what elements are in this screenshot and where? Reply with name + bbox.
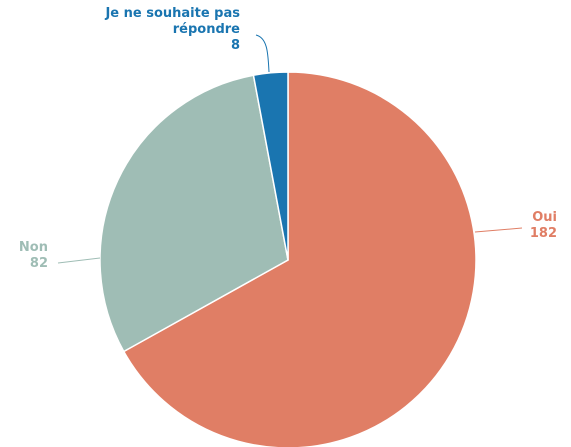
slice-label: Oui 182 xyxy=(480,210,557,242)
pie-slice xyxy=(99,74,289,353)
pie-slice xyxy=(122,71,477,447)
category-label: Je ne souhaite pas répondre xyxy=(105,6,240,37)
slice-label: Non 82 xyxy=(0,240,48,272)
slice-label: Je ne souhaite pas répondre 8 xyxy=(100,6,240,54)
value-label: 82 xyxy=(29,256,48,271)
leader-line xyxy=(474,227,523,233)
value-label: 182 xyxy=(529,226,557,241)
category-label: Oui xyxy=(532,210,557,225)
pie-slice xyxy=(252,71,289,261)
value-label: 8 xyxy=(230,38,240,53)
leader-line xyxy=(255,34,270,73)
category-label: Non xyxy=(18,240,48,255)
leader-line xyxy=(57,257,101,264)
